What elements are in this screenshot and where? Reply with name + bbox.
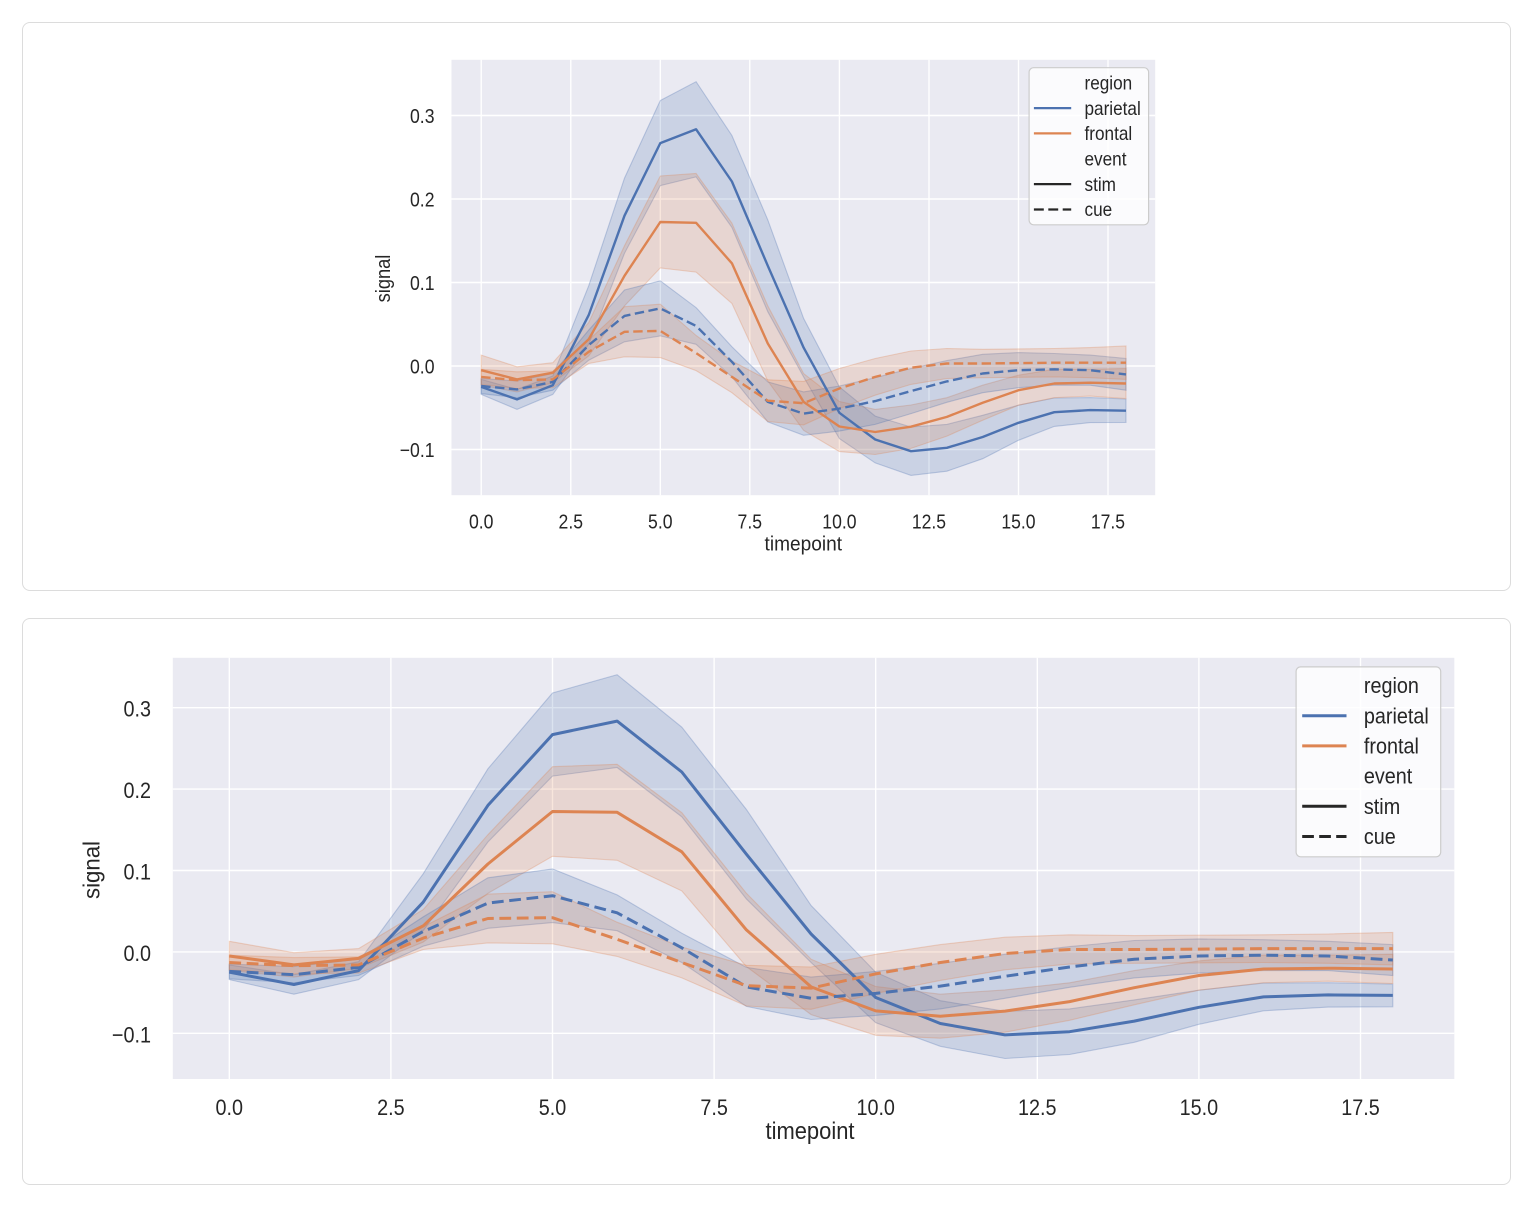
svg-text:region: region [1364, 673, 1419, 698]
svg-text:event: event [1085, 149, 1128, 171]
svg-text:0.1: 0.1 [410, 273, 435, 295]
svg-text:10.0: 10.0 [856, 1095, 895, 1120]
svg-text:0.0: 0.0 [216, 1095, 244, 1120]
svg-text:12.5: 12.5 [912, 512, 946, 534]
svg-text:15.0: 15.0 [1180, 1095, 1219, 1120]
svg-text:event: event [1364, 764, 1412, 789]
svg-text:10.0: 10.0 [822, 512, 856, 534]
svg-text:frontal: frontal [1085, 123, 1133, 145]
svg-text:0.0: 0.0 [124, 941, 152, 966]
svg-text:17.5: 17.5 [1341, 1095, 1380, 1120]
svg-text:0.3: 0.3 [124, 697, 152, 722]
svg-text:17.5: 17.5 [1091, 512, 1125, 534]
svg-text:0.0: 0.0 [410, 356, 435, 378]
svg-text:signal: signal [78, 841, 104, 899]
svg-text:−0.1: −0.1 [112, 1022, 151, 1047]
svg-text:parietal: parietal [1364, 703, 1429, 728]
svg-text:0.1: 0.1 [124, 860, 152, 885]
svg-text:0.3: 0.3 [410, 106, 435, 128]
svg-text:−0.1: −0.1 [400, 440, 435, 462]
svg-text:region: region [1085, 72, 1133, 94]
svg-text:7.5: 7.5 [700, 1095, 728, 1120]
svg-text:parietal: parietal [1085, 98, 1141, 120]
svg-text:cue: cue [1364, 824, 1396, 849]
svg-text:stim: stim [1085, 174, 1117, 196]
svg-text:timepoint: timepoint [765, 534, 843, 556]
svg-text:7.5: 7.5 [738, 512, 763, 534]
svg-text:0.0: 0.0 [469, 512, 494, 534]
svg-text:5.0: 5.0 [539, 1095, 567, 1120]
svg-text:cue: cue [1085, 199, 1113, 221]
svg-text:timepoint: timepoint [766, 1118, 855, 1145]
svg-text:0.2: 0.2 [410, 189, 435, 211]
svg-text:2.5: 2.5 [559, 512, 584, 534]
svg-text:5.0: 5.0 [648, 512, 673, 534]
svg-text:15.0: 15.0 [1001, 512, 1035, 534]
svg-text:signal: signal [373, 255, 395, 303]
svg-text:12.5: 12.5 [1018, 1095, 1057, 1120]
svg-text:stim: stim [1364, 794, 1400, 819]
svg-text:2.5: 2.5 [377, 1095, 405, 1120]
svg-text:0.2: 0.2 [124, 778, 152, 803]
svg-text:frontal: frontal [1364, 734, 1419, 759]
